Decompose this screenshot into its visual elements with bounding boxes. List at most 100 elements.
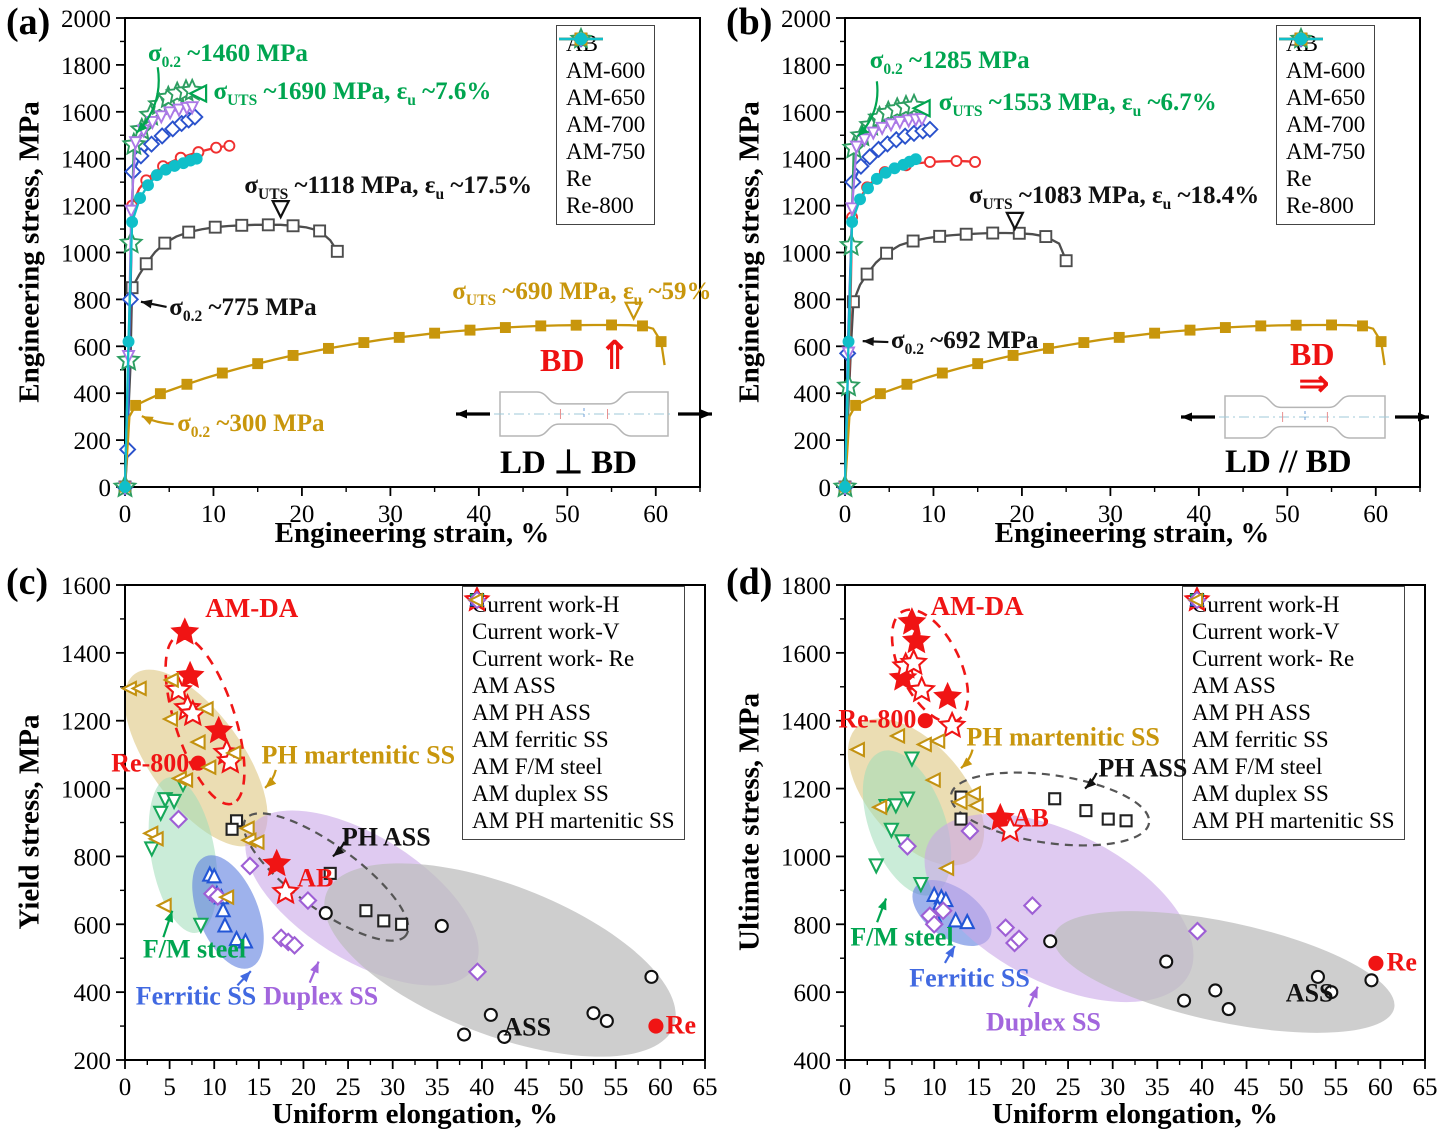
legend-item: Re [1279,32,1365,192]
scatter-AM PH ASS [954,790,1133,828]
annotation: AB [1012,803,1049,833]
y-tick-label: 200 [74,428,112,455]
region-ellipse [164,634,246,806]
legend-label: AM-700 [566,112,646,137]
y-tick-label: 800 [794,912,832,939]
legend-item: AM-650 [559,30,645,111]
legend-label: AM F/M steel [1192,754,1323,779]
y-tick-label: 1600 [781,100,831,127]
annotation: AM-DA [205,592,299,623]
y-tick-label: 0 [819,475,832,502]
y-tick-label: 1800 [61,53,111,80]
x-axis-title-a: Engineering strain, % [274,517,550,549]
x-tick-label: 50 [559,1074,584,1101]
annotation: F/M steel [142,934,247,964]
legend-label: Current work-V [472,619,620,644]
bd-direction-label: BD [540,342,585,378]
x-tick-label: 40 [1186,501,1211,528]
legend-item: Re [559,32,645,192]
legend-item: Current work- Re [470,593,675,672]
y-axis-title-c: Yield stress, MPa [13,714,46,930]
x-tick-label: 25 [336,1074,361,1101]
legend-item: AM PH martenitic SS [467,592,675,834]
x-tick-label: 35 [425,1074,450,1101]
x-tick-label: 60 [1363,501,1388,528]
y-tick-label: 800 [74,844,112,871]
x-tick-label: 20 [1011,1074,1036,1101]
x-tick-label: 0 [839,1074,852,1101]
x-tick-label: 60 [1368,1074,1393,1101]
x-axis-title-d: Uniform elongation, % [992,1098,1278,1130]
series-Re-800 [839,153,922,493]
bd-arrow-icon: ⇑ [598,333,632,379]
legend-label: AM ferritic SS [472,727,609,752]
annotation: Duplex SS [263,980,379,1010]
x-tick-label: 10 [921,501,946,528]
legend-label: AM F/M steel [472,754,603,779]
y-axis-title-d: Ultimate stress, MPa [733,693,766,951]
legend-item: AM duplex SS [467,590,675,807]
annotation: F/M steel [850,922,954,952]
region-ellipse [242,812,410,942]
y-tick-label: 1000 [781,844,831,871]
legend-label: Re-800 [566,193,634,218]
x-tick-label: 10 [201,501,226,528]
scatter-AM F/M steel [868,751,930,894]
scatter-AM duplex SS [168,809,488,982]
chart-d: 0 5 10 15 20 25 30 35 40 45 50 55 60 65 400 600 800 1000 1… [781,573,1438,1101]
annotation: σUTS ~1118 MPa, εu ~17.5% [244,171,533,203]
chart-a: 0 10 20 30 40 50 60020040060080010001200140016… [61,6,712,528]
x-tick-label: 40 [1189,1074,1214,1101]
y-tick-label: 600 [794,980,832,1007]
x-tick-label: 40 [469,1074,494,1101]
x-tick-label: 10 [922,1074,947,1101]
y-tick-label: 200 [794,428,832,455]
annotation: σ0.2 ~300 MPa [177,410,325,442]
y-tick-label: 1400 [61,641,111,668]
legend-item: Re-800 [559,32,645,219]
panel-c-label: (c) [6,561,49,603]
x-tick-label: 50 [1279,1074,1304,1101]
x-tick-label: 0 [119,501,132,528]
y-tick-label: 1000 [61,777,111,804]
annotation: σUTS ~1083 MPa, εu ~18.4% [968,181,1260,213]
legend-label: AM PH martenitic SS [472,808,675,833]
legend-item: AM-750 [1279,33,1365,165]
y-tick-label: 400 [74,980,112,1007]
legend-item: AM-600 [1279,32,1365,84]
legend-marker-circle [1279,32,1323,46]
legend-item: Current work-H [463,587,675,618]
legend-item: AM duplex SS [1187,590,1395,807]
annotation: PH ASS [341,822,431,852]
legend-label: AM PH ASS [1192,700,1311,725]
annotation: σ0.2 ~692 MPa [891,327,1039,359]
y-tick-label: 1400 [61,147,111,174]
annotation: Re [1386,947,1417,977]
y-tick-label: 1600 [781,641,831,668]
legend-label: AM ASS [1192,673,1276,698]
x-tick-label: 65 [693,1074,718,1101]
legend-marker-tri-left [1187,592,1204,608]
scatter-Current work- Re [190,755,664,1034]
panel-b-label: (b) [726,1,773,43]
series-Re-800 [119,152,203,493]
x-tick-label: 60 [643,501,668,528]
legend-item: AM ASS [1190,593,1395,699]
legend-marker-tri-left [467,592,484,608]
legend-label: Current work-V [1192,619,1340,644]
bd-direction-label: BD [1290,336,1335,372]
legend-label: AM-650 [1286,85,1366,110]
x-tick-label: 30 [1100,1074,1125,1101]
panel-a: 0 10 20 30 40 50 60 0 200 400 600 800 1000 1200 1400 16… [0,0,720,560]
y-tick-label: 1200 [781,777,831,804]
annotation: σ0.2 ~1285 MPa [869,46,1030,78]
annotation: σUTS ~1690 MPa, εu ~7.6% [213,78,492,110]
legend-item: AM-750 [559,33,645,165]
y-tick-label: 1400 [781,147,831,174]
ld-bd-relation-label: LD // BD [1225,444,1352,480]
region-ellipse [324,863,676,1057]
annotation: AB [297,863,334,893]
annotation: Re [665,1010,697,1040]
